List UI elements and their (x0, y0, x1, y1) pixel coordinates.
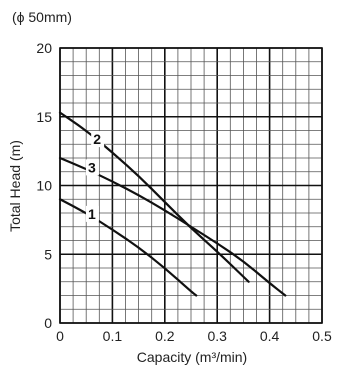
y-tick-label: 15 (36, 109, 52, 125)
curve-label-bg (85, 159, 99, 176)
x-tick-label: 0.3 (207, 328, 227, 344)
chart-title: (ϕ 50mm) (12, 9, 72, 25)
y-axis-title: Total Head (m) (7, 140, 23, 232)
curve-label-2: 2 (93, 131, 101, 147)
curve-label-1: 1 (88, 206, 96, 222)
tick-labels: 0 0.1 0.2 0.3 0.4 0.5 0 5 10 15 20 (36, 40, 332, 344)
curve-1 (58, 198, 198, 297)
curve-label-3: 3 (88, 159, 96, 175)
curve-label-bg (91, 131, 105, 148)
y-tick-label: 5 (44, 246, 52, 262)
x-tick-label: 0.1 (103, 328, 123, 344)
x-tick-label: 0.2 (155, 328, 175, 344)
chart-grid (59, 47, 323, 324)
plot-frame (59, 47, 323, 324)
y-tick-label: 20 (36, 40, 52, 56)
x-tick-label: 0.5 (312, 328, 332, 344)
x-axis-title: Capacity (m³/min) (137, 349, 247, 365)
x-tick-label: 0.4 (260, 328, 280, 344)
curve-2 (58, 111, 250, 283)
curve-label-bg (85, 205, 99, 222)
y-tick-label: 10 (36, 178, 52, 194)
x-tick-label: 0 (56, 328, 64, 344)
y-tick-label: 0 (44, 315, 52, 331)
performance-curves: 1 2 3 (58, 111, 287, 297)
